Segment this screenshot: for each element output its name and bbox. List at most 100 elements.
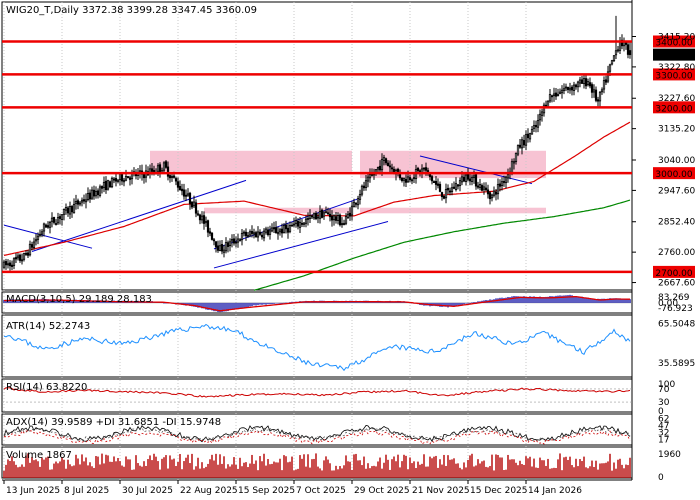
volume-bar bbox=[213, 460, 215, 478]
candle bbox=[30, 241, 34, 251]
macd-bar bbox=[503, 297, 505, 303]
level-label: 3400.00 bbox=[655, 38, 692, 48]
candle-down bbox=[58, 216, 62, 219]
candle-down bbox=[76, 200, 80, 205]
candle-down bbox=[416, 168, 420, 172]
volume-bar bbox=[67, 459, 69, 478]
macd-bar bbox=[13, 299, 15, 303]
x-tick-label: 21 Nov 2025 bbox=[412, 486, 470, 496]
candle bbox=[464, 173, 468, 186]
candle-down bbox=[284, 224, 288, 230]
candle bbox=[104, 176, 108, 194]
candle bbox=[562, 83, 566, 95]
candle bbox=[384, 157, 388, 166]
macd-bar bbox=[23, 299, 25, 303]
candle-down bbox=[596, 99, 600, 102]
candle-down bbox=[272, 227, 276, 230]
candle bbox=[408, 174, 412, 183]
candle-up bbox=[364, 180, 368, 189]
candle bbox=[204, 216, 208, 227]
candle-up bbox=[412, 177, 416, 180]
candle-up bbox=[22, 253, 26, 260]
candle bbox=[480, 183, 484, 192]
volume-bar bbox=[625, 464, 627, 478]
volume-bar bbox=[91, 466, 93, 478]
volume-bar bbox=[443, 454, 445, 478]
candle bbox=[10, 260, 14, 270]
candle-down bbox=[286, 227, 290, 233]
candle bbox=[168, 172, 172, 183]
volume-bar bbox=[287, 462, 289, 478]
adx-tick-label: 32 bbox=[658, 429, 669, 439]
candle bbox=[222, 244, 226, 258]
candle-down bbox=[120, 173, 124, 182]
candle bbox=[410, 178, 414, 185]
candle bbox=[598, 91, 602, 107]
macd-bar bbox=[91, 300, 93, 303]
volume-bar bbox=[567, 459, 569, 478]
candle bbox=[268, 225, 272, 240]
macd-bar bbox=[629, 299, 631, 303]
volume-bar bbox=[611, 470, 613, 478]
candle bbox=[356, 195, 360, 210]
macd-bar bbox=[197, 302, 199, 308]
volume-bar bbox=[243, 462, 245, 478]
candle-up bbox=[496, 184, 500, 195]
macd-bar bbox=[453, 302, 455, 307]
candle-down bbox=[370, 173, 374, 176]
adx-line bbox=[3, 425, 631, 443]
candle-down bbox=[52, 217, 56, 223]
candle bbox=[252, 228, 256, 239]
candle bbox=[520, 136, 524, 155]
volume-bar bbox=[369, 468, 371, 478]
volume-bar bbox=[397, 454, 399, 478]
macd-bar bbox=[519, 296, 521, 303]
volume-bar bbox=[69, 464, 71, 478]
candle bbox=[178, 180, 182, 191]
y-tick-label: 3415.20 bbox=[658, 32, 695, 42]
candle-down bbox=[626, 44, 630, 55]
volume-bar bbox=[619, 458, 621, 478]
candle-up bbox=[200, 215, 204, 221]
candle-up bbox=[228, 241, 232, 246]
trend-line-1 bbox=[31, 179, 247, 252]
candle-up bbox=[162, 162, 166, 171]
macd-bar bbox=[39, 299, 41, 303]
volume-bar bbox=[11, 456, 13, 478]
macd-tick-label: 0.00 bbox=[658, 299, 678, 309]
candle-down bbox=[522, 140, 526, 146]
candle-down bbox=[254, 232, 258, 237]
volume-bar bbox=[539, 457, 541, 478]
volume-bar bbox=[487, 467, 489, 478]
candle bbox=[504, 175, 508, 189]
x-tick-label: 8 Jul 2025 bbox=[64, 486, 109, 496]
macd-bar bbox=[459, 302, 461, 306]
candle-up bbox=[576, 81, 580, 88]
candle bbox=[96, 188, 100, 199]
candle-up bbox=[278, 229, 282, 233]
candle bbox=[146, 166, 150, 177]
candle-up bbox=[12, 258, 16, 266]
rsi-tick-label: 100 bbox=[658, 380, 675, 390]
candle-up bbox=[336, 215, 340, 221]
volume-bar bbox=[43, 459, 45, 478]
candle-down bbox=[188, 192, 192, 204]
candle-down bbox=[474, 174, 478, 187]
macd-bar bbox=[553, 296, 555, 303]
candle-down bbox=[590, 84, 594, 93]
candle bbox=[18, 253, 22, 263]
volume-bar bbox=[537, 467, 539, 478]
volume-bar bbox=[331, 470, 333, 478]
volume-bar bbox=[191, 453, 193, 478]
volume-bar bbox=[505, 469, 507, 478]
candle bbox=[482, 182, 486, 195]
macd-bar bbox=[595, 299, 597, 303]
macd-bar bbox=[235, 302, 237, 309]
candle bbox=[474, 172, 478, 190]
candle bbox=[318, 205, 322, 224]
panel-frame-rsi bbox=[1, 378, 633, 413]
candle bbox=[256, 226, 260, 242]
candle bbox=[358, 189, 362, 205]
candle-up bbox=[530, 129, 534, 135]
support-zone-0 bbox=[150, 150, 352, 172]
